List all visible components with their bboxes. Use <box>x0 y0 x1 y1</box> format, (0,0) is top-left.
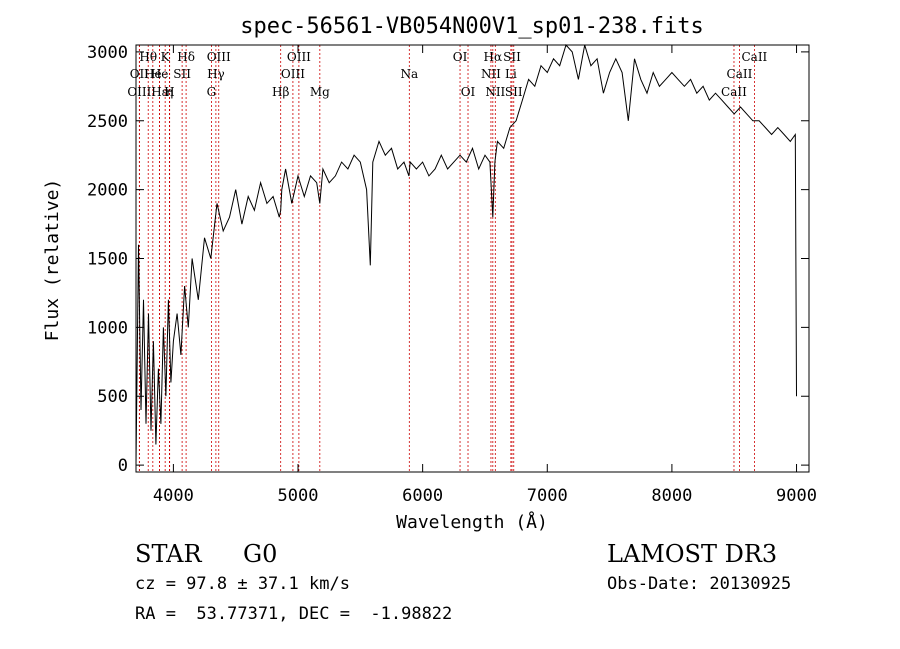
line-label-0: OII <box>130 67 150 81</box>
line-label-2: Hθ <box>139 50 157 64</box>
line-label-20: OI <box>461 85 476 99</box>
line-label-11: G <box>207 85 217 99</box>
subclass: G0 <box>243 540 278 568</box>
x-tick-label-3: 7000 <box>527 486 568 506</box>
line-label-7: η <box>166 85 173 99</box>
object-class: STAR <box>135 540 202 568</box>
line-label-3: He <box>144 67 162 81</box>
chart-title: spec-56561-VB054N00V1_sp01-238.fits <box>240 14 704 39</box>
x-tick-label-4: 8000 <box>651 486 692 506</box>
y-tick-label-6: 3000 <box>87 43 128 63</box>
line-label-14: Hβ <box>272 85 289 99</box>
line-label-17: Mg <box>310 85 330 99</box>
line-label-6: He <box>151 67 169 81</box>
x-axis-ticks: 4000 5000 6000 7000 8000 9000 <box>153 45 817 506</box>
line-label-28: CaII <box>727 67 753 81</box>
x-tick-label-2: 6000 <box>402 486 443 506</box>
emission-line-markers <box>138 45 755 472</box>
coordinates: RA = 53.77371, DEC = -1.98822 <box>135 604 453 624</box>
x-tick-label-1: 5000 <box>278 486 319 506</box>
x-axis-label: Wavelength (Å) <box>396 511 548 533</box>
line-label-5: K <box>161 50 171 64</box>
y-tick-label-3: 1500 <box>87 250 128 270</box>
redshift-cz: cz = 97.8 ± 37.1 km/s <box>135 574 350 594</box>
line-label-21: Hα <box>484 50 503 64</box>
y-tick-label-0: 0 <box>118 456 128 476</box>
y-axis-ticks: 0 500 1000 1500 2000 2500 3000 <box>87 43 809 476</box>
line-label-19: OI <box>453 50 468 64</box>
line-label-18: Na <box>400 67 418 81</box>
observation-date: Obs-Date: 20130925 <box>607 574 792 594</box>
line-label-24: SII <box>503 50 521 64</box>
line-label-15: OIII <box>287 50 311 64</box>
line-label-8: H <box>164 85 174 99</box>
emission-line-labels: OIIOIIIHθHeHεKHeηHSIIHδGOIIIHγHβOIIIOIII… <box>127 50 767 99</box>
survey-name: LAMOST DR3 <box>607 540 778 568</box>
plot-frame <box>135 44 810 473</box>
y-tick-label-2: 1000 <box>87 318 128 338</box>
line-label-22: NII <box>481 67 501 81</box>
line-label-13: Hγ <box>207 67 225 81</box>
y-tick-label-4: 2000 <box>87 181 128 201</box>
line-label-16: OIII <box>281 67 305 81</box>
line-label-23: NII <box>485 85 505 99</box>
y-axis-label: Flux (relative) <box>42 179 63 342</box>
x-tick-label-0: 4000 <box>153 486 194 506</box>
line-label-9: SII <box>173 67 191 81</box>
line-label-1: OIII <box>127 85 151 99</box>
x-tick-label-5: 9000 <box>776 486 817 506</box>
line-label-25: Li <box>505 67 517 81</box>
line-label-12: OIII <box>207 50 231 64</box>
spectrum-line <box>135 44 797 466</box>
y-tick-label-1: 500 <box>97 387 128 407</box>
line-label-10: Hδ <box>177 50 195 64</box>
line-label-29: CaII <box>721 85 747 99</box>
line-label-27: CaII <box>741 50 767 64</box>
line-label-26: SII <box>505 85 523 99</box>
line-label-4: Hε <box>151 85 168 99</box>
y-tick-label-5: 2500 <box>87 112 128 132</box>
